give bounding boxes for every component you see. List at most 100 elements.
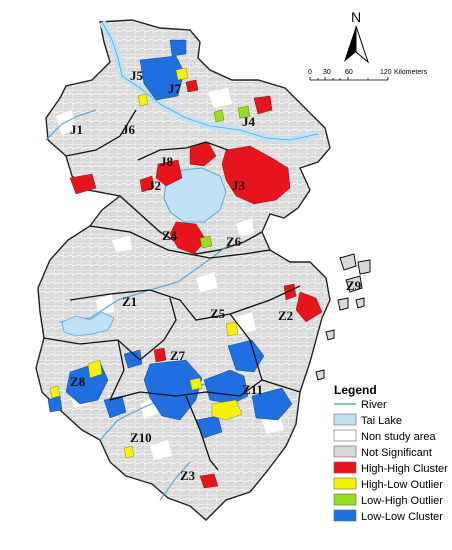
island	[325, 329, 335, 341]
zone-label-j8: J8	[160, 154, 174, 169]
zone-label-z9: Z9	[346, 278, 362, 293]
non-study-area	[236, 218, 254, 236]
non-study-area	[196, 272, 218, 292]
lh-outlier	[199, 235, 213, 249]
legend-swatch-high-high	[333, 461, 357, 474]
scale-tick-30: 30	[323, 69, 331, 76]
hh-cluster	[169, 221, 207, 255]
legend-swatch-not-significant	[333, 445, 357, 458]
island	[339, 253, 357, 271]
river-line	[45, 109, 97, 141]
hh-cluster	[153, 347, 167, 363]
zone-label-z4: Z4	[162, 228, 178, 243]
ll-cluster	[227, 339, 265, 373]
hl-outlier	[49, 385, 61, 399]
legend-label-river: River	[361, 399, 387, 411]
zone-boundary	[137, 141, 229, 161]
reservoir	[61, 311, 115, 337]
island	[345, 275, 363, 293]
non-study-area	[208, 88, 232, 108]
zone-boundary	[69, 285, 301, 321]
hh-cluster	[155, 159, 183, 187]
zone-boundary	[65, 109, 137, 157]
island	[315, 369, 325, 381]
zone-labels: J5 J7 J4 J1 J6 J8 J2 J3 Z4 Z6 Z9 Z1 Z5 Z…	[70, 68, 362, 483]
ll-cluster	[103, 395, 127, 419]
hl-outlier	[225, 321, 239, 337]
hh-cluster	[189, 141, 217, 167]
hl-outlier	[123, 445, 135, 459]
zone-boundary	[229, 313, 263, 381]
scale-tick-120: 120	[380, 69, 392, 76]
non-study-area	[56, 110, 76, 136]
ll-cluster	[169, 39, 187, 57]
zone-label-j2: J2	[148, 178, 161, 193]
zone-label-z11: Z11	[242, 382, 263, 397]
zone-label-z8: Z8	[70, 374, 86, 389]
legend-label-not-significant: Not Significant	[361, 447, 432, 459]
hh-cluster	[185, 79, 199, 93]
island	[337, 297, 349, 311]
scale-bar-line	[309, 77, 389, 81]
legend-title: Legend	[334, 383, 377, 397]
zone-label-z2: Z2	[278, 308, 293, 323]
hh-cluster	[295, 291, 323, 323]
island	[355, 297, 365, 309]
north-label: N	[351, 9, 361, 25]
zone-boundary	[139, 297, 177, 361]
non-study-area	[234, 312, 256, 334]
zone-label-z3: Z3	[180, 468, 196, 483]
region-zhejiang-part	[35, 195, 331, 521]
study-region	[35, 19, 331, 521]
zone-label-j3: J3	[232, 178, 246, 193]
zone-label-z10: Z10	[130, 430, 152, 445]
hh-cluster	[253, 95, 273, 115]
zone-label-j6: J6	[122, 122, 136, 137]
hh-cluster	[283, 283, 297, 301]
hh-cluster	[199, 473, 219, 489]
legend-swatch-low-high	[333, 493, 357, 506]
north-arrow-left-icon	[344, 26, 356, 62]
zone-label-z6: Z6	[226, 234, 242, 249]
hl-outlier	[137, 93, 149, 107]
lh-outlier	[237, 105, 251, 119]
ll-cluster	[47, 395, 63, 413]
legend-label-high-low: High-Low Outlier	[361, 479, 443, 491]
tai-lake	[163, 167, 227, 223]
zone-label-j7: J7	[168, 81, 182, 96]
zone-boundary	[89, 225, 271, 259]
zone-label-j1: J1	[70, 122, 83, 137]
zone-boundaries	[43, 109, 301, 471]
legend-label-low-low: Low-Low Cluster	[361, 511, 443, 523]
non-study-areas	[56, 88, 284, 460]
zone-label-j5: J5	[130, 68, 144, 83]
ll-cluster	[251, 387, 293, 421]
ll-cluster	[143, 359, 203, 421]
hl-outlier	[175, 67, 189, 81]
scale-bar: 0 30 60 120 Kilometers	[308, 69, 428, 81]
legend-swatch-high-low	[333, 477, 357, 490]
hl-outlier	[211, 399, 243, 421]
legend-swatch-non-study	[333, 429, 357, 442]
zone-boundary	[109, 339, 125, 401]
zone-label-z5: Z5	[210, 306, 226, 321]
islands	[315, 253, 371, 381]
non-study-area	[150, 440, 172, 460]
hh-cluster	[221, 145, 291, 205]
hl-outlier	[87, 359, 103, 379]
low-high-outliers	[199, 105, 251, 249]
legend-label-low-high: Low-High Outlier	[361, 495, 443, 507]
legend: Legend River Tai Lake Non study area Not…	[333, 383, 448, 523]
legend-swatch-low-low	[333, 509, 357, 522]
yangtze-river-edge	[101, 21, 319, 141]
zone-label-z7: Z7	[170, 348, 186, 363]
scale-tick-0: 0	[308, 69, 312, 76]
hh-cluster	[139, 175, 155, 193]
scale-tick-60: 60	[345, 69, 353, 76]
non-study-area	[112, 236, 132, 252]
zone-label-z1: Z1	[122, 294, 137, 309]
high-low-outliers	[49, 67, 243, 459]
non-study-area	[96, 294, 114, 314]
north-arrow: N	[344, 9, 370, 64]
